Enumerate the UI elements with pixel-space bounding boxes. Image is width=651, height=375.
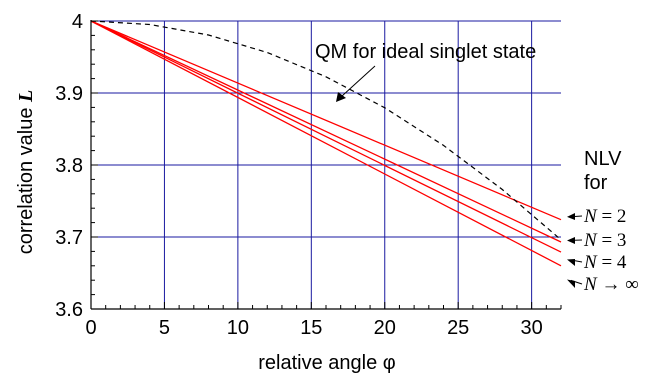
series-labels: N = 2 N = 3N = 4N → ∞: [567, 206, 639, 295]
nlv-header-line-1: NLV: [584, 148, 622, 170]
x-tick-label: 25: [447, 317, 469, 339]
x-tick-label: 15: [300, 317, 322, 339]
nlv-line-2: [90, 20, 562, 253]
qm-annotation-arrow: [336, 65, 376, 102]
axes: [90, 20, 562, 310]
nlv-line-1: [90, 20, 562, 243]
x-tick-label: 0: [85, 317, 96, 339]
y-tick-label: 3.7: [55, 227, 83, 249]
grid: [91, 20, 561, 309]
nlv-line-3: [90, 20, 562, 267]
qm-annotation-label: QM for ideal singlet state: [315, 41, 536, 63]
series-label-arrowhead-2: [567, 259, 575, 266]
y-axis-label: correlation value L: [15, 90, 37, 255]
series-label-3: N → ∞: [583, 274, 639, 295]
series-label-1: N = 3: [583, 230, 626, 251]
y-axis-label-symbol: L: [15, 90, 37, 103]
y-tick-label: 3.9: [55, 83, 83, 105]
series-label-arrowhead-3: [567, 279, 575, 288]
series-label-2: N = 4: [583, 252, 627, 273]
plot-area: [90, 20, 562, 267]
y-tick-label: 4: [72, 11, 83, 33]
x-tick-label: 20: [374, 317, 396, 339]
y-axis-label-text: correlation value: [15, 108, 37, 255]
nlv-header-line-2: for: [584, 172, 608, 194]
x-tick-label: 10: [227, 317, 249, 339]
series-label-arrowhead-0: [567, 213, 575, 220]
tick-labels: 0 5 10 15 20 25 30 3.6 3.7 3.8 3.9 4: [55, 11, 543, 339]
y-tick-label: 3.8: [55, 155, 83, 177]
series-label-0: N = 2: [583, 206, 626, 227]
qm-curve: [90, 20, 562, 241]
nlv-line-0: [90, 20, 562, 221]
x-tick-label: 5: [159, 317, 170, 339]
series-label-arrowhead-1: [567, 237, 575, 244]
x-axis-label: relative angle φ: [258, 352, 396, 374]
y-tick-label: 3.6: [55, 299, 83, 321]
x-tick-label: 30: [521, 317, 543, 339]
